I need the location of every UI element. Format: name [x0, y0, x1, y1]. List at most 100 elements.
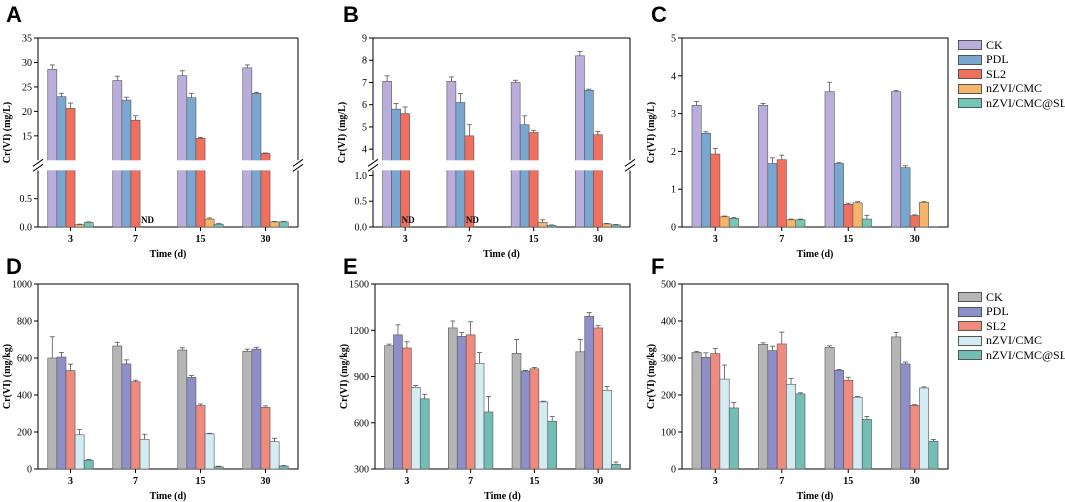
x-tick-label: 30	[261, 234, 271, 245]
legend-item: nZVI/CMC	[958, 333, 1065, 349]
x-tick-label: 7	[467, 234, 472, 245]
x-tick-label: 15	[843, 234, 853, 245]
y-tick-label: 9	[362, 34, 367, 45]
y-tick-label: 15	[22, 131, 32, 142]
legend-swatch	[958, 306, 982, 317]
bar	[593, 134, 603, 228]
y-tick-label: 900	[354, 372, 369, 383]
y-tick-label: 3	[671, 109, 676, 120]
y-tick-label: 200	[17, 428, 32, 439]
bar	[786, 219, 797, 228]
y-tick-label: 7	[362, 78, 367, 89]
bar	[728, 218, 739, 228]
bar	[928, 440, 939, 470]
y-tick-label: 300	[661, 354, 676, 365]
chart-svg-D: 0 200 400 600 800 1000 Cr(VI) (mg/kg) 3 7 15 30 Tim…	[2, 280, 299, 502]
y-tick-label: 800	[17, 317, 32, 328]
bar	[767, 350, 778, 470]
plot-frame	[681, 283, 949, 470]
x-tick-label: 15	[196, 476, 206, 487]
legend-swatch	[958, 321, 982, 332]
chart-svg-B: 4 5 6 7 8 9 0.0 0.5 1.0 Cr(VI) (mg/L) 3 7 15 30 ND ND Ti…	[337, 34, 636, 260]
legend-item: SL2	[958, 319, 1065, 334]
x-tick-label: 3	[713, 476, 718, 487]
bar	[83, 459, 94, 470]
y-tick-label: 20	[22, 107, 32, 118]
axis-break-mark	[624, 163, 636, 172]
y-tick-label: 300	[354, 465, 369, 476]
y-tick-label: 4	[362, 145, 367, 156]
legend-label: PDL	[986, 52, 1009, 67]
legend-swatch	[958, 98, 982, 109]
panel-label-C: C	[651, 2, 667, 27]
bar	[691, 104, 702, 228]
panel-D: 0 200 400 600 800 1000 Cr(VI) (mg/kg) 3 7 15 30 Tim…	[0, 252, 330, 502]
x-tick-label: 7	[133, 234, 138, 245]
x-tick-label: 30	[593, 234, 603, 245]
bar	[83, 222, 94, 228]
x-tick-label: 30	[261, 476, 271, 487]
bar	[767, 163, 778, 228]
bar	[852, 202, 863, 228]
legend-label: PDL	[986, 304, 1009, 319]
x-tick-label: 7	[133, 476, 138, 487]
bar	[411, 386, 421, 470]
bar	[242, 351, 253, 470]
bar	[139, 439, 150, 470]
y-axis-label: Cr(VI) (mg/kg)	[646, 344, 657, 409]
bar	[909, 405, 920, 470]
y-tick-label: 1.0	[355, 171, 368, 182]
axis-break-gap	[36, 160, 300, 171]
legend-swatch	[958, 292, 982, 303]
bar	[465, 334, 476, 470]
y-tick-label: 6	[362, 100, 367, 111]
axis-break-gap	[371, 160, 632, 171]
bar	[186, 377, 197, 470]
x-tick-label: 3	[713, 234, 718, 245]
y-tick-label: 100	[661, 428, 676, 439]
plot-frame	[681, 37, 949, 228]
y-tick-label: 0	[671, 465, 676, 476]
panel-label-D: D	[6, 254, 22, 279]
x-axis-label: Time (d)	[797, 491, 834, 502]
bar	[47, 69, 58, 228]
bar	[483, 411, 494, 470]
bar	[213, 223, 224, 228]
y-axis-label: Cr(VI) (mg/L)	[2, 102, 13, 163]
bar	[400, 113, 410, 228]
legend-label: nZVI/CMC@SL2	[986, 95, 1065, 110]
chart-svg-F: 0 100 200 300 400 500 Cr(VI) (mg/kg) 3 7 15 30 Time…	[646, 280, 949, 502]
bar	[382, 81, 392, 228]
bar	[204, 433, 215, 470]
legend-item: CK	[958, 38, 1065, 53]
bar	[611, 224, 621, 228]
x-tick-label: 30	[593, 476, 603, 487]
bar	[195, 137, 206, 228]
bar	[691, 352, 702, 470]
bar	[538, 401, 549, 470]
bar	[130, 119, 141, 228]
bar	[456, 336, 467, 470]
legend-label: SL2	[986, 66, 1007, 81]
x-tick-label: 3	[68, 476, 73, 487]
x-axis-label: Time (d)	[797, 249, 834, 260]
x-tick-label: 7	[468, 476, 473, 487]
bar	[520, 370, 531, 470]
legend-item: nZVI/CMC@SL2	[958, 348, 1065, 363]
y-axis-label: Cr(VI) (mg/kg)	[2, 344, 13, 409]
bar	[269, 441, 280, 470]
bar	[278, 221, 289, 228]
legend-label: CK	[986, 37, 1003, 52]
bar	[121, 363, 132, 470]
y-tick-label: 0.0	[20, 223, 33, 234]
bar	[593, 327, 603, 470]
bar	[928, 226, 939, 228]
bar	[251, 348, 262, 470]
x-axis-label: Time (d)	[483, 249, 520, 260]
x-tick-label: 15	[529, 234, 539, 245]
bar	[909, 215, 920, 228]
bar	[195, 405, 206, 470]
x-axis-label: Time (d)	[150, 249, 187, 260]
y-tick-label: 1200	[349, 326, 369, 337]
panel-label-E: E	[343, 254, 358, 279]
